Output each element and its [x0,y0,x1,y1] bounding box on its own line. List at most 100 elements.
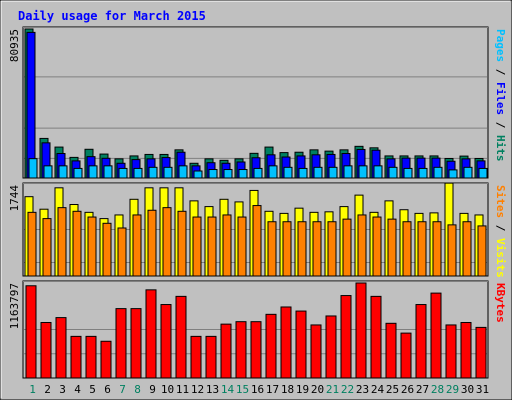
bar-kbytes-day-13 [205,335,217,379]
bar-pages-day-15 [238,169,248,179]
x-tick-label: 7 [119,383,126,396]
bar-sites-day-9 [147,209,157,277]
bar-sites-day-19 [297,221,307,277]
x-tick-label: 20 [311,383,324,396]
bar-kbytes-day-22 [340,295,352,379]
bar-sites-day-15 [237,216,247,277]
x-tick-label: 28 [431,383,444,396]
x-tick-label: 19 [296,383,309,396]
bar-sites-day-4 [72,210,82,277]
x-tick-label: 8 [134,383,141,396]
bar-sites-day-18 [282,221,292,277]
y-max-label: 1163797 [8,283,21,329]
bar-kbytes-day-20 [310,324,322,379]
bar-kbytes-day-17 [265,313,277,379]
bar-kbytes-day-10 [160,304,172,379]
bar-kbytes-day-27 [415,304,427,379]
bar-sites-day-13 [207,216,217,277]
y-max-label: 80935 [8,29,21,62]
bar-sites-day-25 [387,218,397,277]
bar-pages-day-28 [433,166,443,179]
x-tick-label: 18 [281,383,294,396]
bar-pages-day-19 [298,167,308,179]
x-tick-label: 22 [341,383,354,396]
bar-files-day-1 [26,31,36,179]
legend-segment: Hits [494,135,507,162]
bar-pages-day-4 [73,167,83,179]
x-tick-label: 1 [29,383,36,396]
bar-kbytes-day-8 [130,308,142,379]
bar-sites-day-10 [162,207,172,277]
x-tick-label: 3 [59,383,66,396]
legend-segment: KBytes [494,283,507,323]
chart-panels: 80935 Pages / Files / Hits 1744 Sites / Vis… [8,26,507,379]
bar-pages-day-25 [388,166,398,179]
bar-pages-day-1 [28,158,38,179]
chart-title: Daily usage for March 2015 [18,9,206,23]
x-tick-label: 5 [89,383,96,396]
bar-pages-day-23 [358,165,368,179]
bar-kbytes-day-4 [70,335,82,379]
x-tick-label: 6 [104,383,111,396]
bar-sites-day-1 [27,211,37,277]
x-tick-label: 27 [416,383,429,396]
bar-sites-day-11 [177,210,187,277]
bar-pages-day-26 [403,167,413,179]
bar-kbytes-day-25 [385,322,397,379]
bar-kbytes-day-15 [235,321,247,379]
bar-kbytes-day-19 [295,310,307,379]
bar-sites-day-17 [267,221,277,277]
bar-kbytes-day-26 [400,332,412,379]
bar-kbytes-day-3 [55,317,67,379]
bar-pages-day-10 [163,166,173,179]
bar-kbytes-day-21 [325,315,337,379]
bar-pages-day-29 [448,169,458,179]
bar-kbytes-day-12 [190,335,202,379]
bar-pages-day-27 [418,167,428,179]
x-tick-label: 11 [176,383,189,396]
bar-sites-day-27 [417,221,427,277]
bar-sites-day-24 [372,216,382,277]
bar-pages-day-13 [208,169,218,179]
bar-kbytes-day-18 [280,306,292,379]
bar-kbytes-day-31 [475,326,487,379]
bar-pages-day-5 [88,165,98,179]
bar-kbytes-day-28 [430,292,442,379]
legend-segment: / [494,115,507,135]
bar-kbytes-day-24 [370,295,382,379]
bar-kbytes-day-14 [220,323,232,379]
bar-pages-day-20 [313,166,323,179]
bar-sites-day-12 [192,216,202,277]
x-tick-label: 2 [44,383,51,396]
panel-legend-top: Pages / Files / Hits [494,29,507,162]
x-tick-label: 26 [401,383,414,396]
panel-legend-middle: Sites / Visits [494,185,507,278]
bar-kbytes-day-29 [445,324,457,379]
bar-pages-day-24 [373,165,383,179]
bar-sites-day-26 [402,221,412,277]
bar-pages-day-11 [178,165,188,179]
bar-kbytes-day-30 [460,321,472,379]
bar-sites-day-3 [57,207,67,277]
x-tick-label: 31 [476,383,489,396]
bar-pages-day-31 [478,167,488,179]
bar-kbytes-day-23 [355,282,367,379]
bar-pages-day-6 [103,165,113,179]
bar-kbytes-day-1 [25,285,37,379]
x-tick-label: 10 [161,383,174,396]
bar-pages-day-17 [268,165,278,179]
x-tick-label: 24 [371,383,385,396]
bar-kbytes-day-2 [40,321,52,379]
bar-pages-day-8 [133,167,143,179]
bar-sites-day-22 [342,218,352,277]
bar-pages-day-3 [58,165,68,179]
bar-pages-day-12 [193,170,203,179]
bar-sites-day-29 [447,224,457,277]
bar-sites-day-23 [357,214,367,277]
legend-segment: Files [494,82,507,115]
bar-sites-day-14 [222,214,232,277]
x-axis-labels: 1 2 3 4 5 6 7 8 9 10 11 12 13 14 15 16 17 18 19 20 21 22 23 24 2… [29,383,489,396]
bar-kbytes-day-7 [115,308,127,379]
x-tick-label: 15 [236,383,249,396]
x-tick-label: 13 [206,383,219,396]
